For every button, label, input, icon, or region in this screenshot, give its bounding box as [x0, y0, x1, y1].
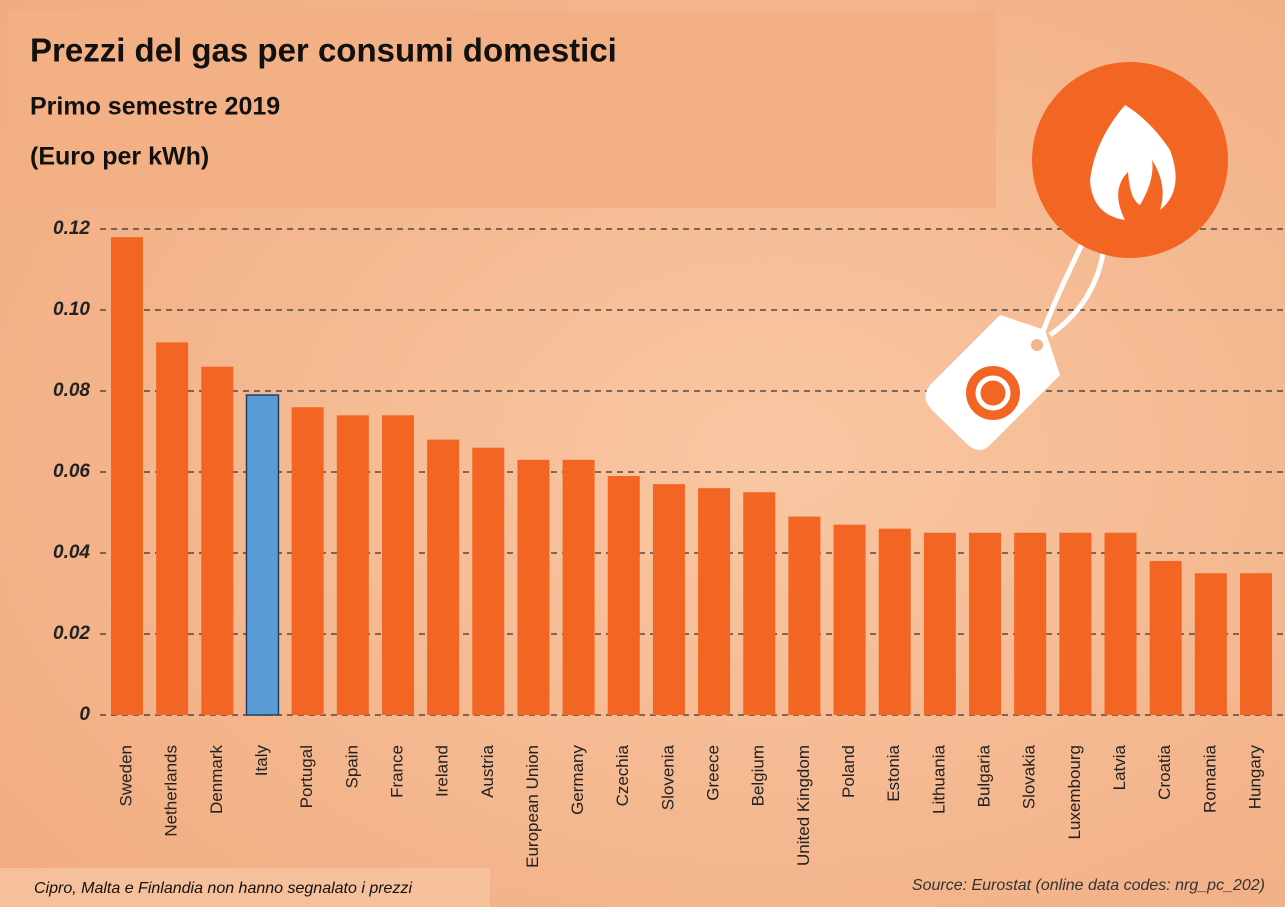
- y-tick-label: 0.02: [53, 623, 90, 644]
- x-tick-label: Italy: [252, 745, 271, 777]
- x-tick-label: European Union: [523, 745, 542, 868]
- bar: [1195, 573, 1227, 715]
- chart-title: Prezzi del gas per consumi domestici: [30, 32, 617, 69]
- bar: [924, 533, 956, 715]
- x-tick-label: United Kingdom: [794, 745, 813, 866]
- y-tick-label: 0.08: [53, 380, 90, 401]
- bar: [1059, 533, 1091, 715]
- bar: [698, 488, 730, 715]
- y-tick-label: 0.06: [53, 461, 90, 482]
- x-tick-label: Ireland: [433, 745, 452, 797]
- x-tick-label: Sweden: [116, 745, 135, 806]
- bar: [427, 440, 459, 715]
- bar: [337, 415, 369, 715]
- y-tick-label: 0.04: [53, 542, 90, 563]
- x-tick-label: Austria: [478, 744, 497, 797]
- source: Source: Eurostat (online data codes: nrg…: [912, 877, 1265, 894]
- x-tick-label: Germany: [568, 745, 587, 815]
- bar: [156, 342, 188, 715]
- x-tick-label: Denmark: [207, 745, 226, 814]
- y-tick-label: 0.10: [53, 299, 90, 320]
- footnote: Cipro, Malta e Finlandia non hanno segna…: [34, 880, 412, 897]
- bar: [111, 237, 143, 715]
- bar: [382, 415, 414, 715]
- bar: [1150, 561, 1182, 715]
- x-tick-label: France: [387, 745, 406, 798]
- bar: [608, 476, 640, 715]
- x-tick-label: Hungary: [1245, 745, 1264, 810]
- bar: [472, 448, 504, 715]
- bar: [517, 460, 549, 715]
- bar: [1240, 573, 1272, 715]
- x-tick-label: Slovakia: [1020, 744, 1039, 809]
- bar: [1014, 533, 1046, 715]
- x-tick-label: Luxembourg: [1065, 745, 1084, 840]
- x-tick-label: Spain: [342, 745, 361, 788]
- unit-label: (Euro per kWh): [30, 143, 209, 171]
- x-tick-label: Netherlands: [162, 745, 181, 837]
- x-tick-label: Portugal: [297, 745, 316, 808]
- x-tick-label: Belgium: [749, 745, 768, 806]
- bar: [788, 517, 820, 715]
- x-tick-label: Lithuania: [929, 744, 948, 814]
- y-tick-label: 0: [79, 704, 90, 725]
- x-tick-label: Romania: [1200, 744, 1219, 813]
- chart: Prezzi del gas per consumi domestici Pri…: [0, 0, 1285, 907]
- x-tick-label: Croatia: [1155, 744, 1174, 799]
- x-tick-label: Bulgaria: [975, 744, 994, 807]
- x-tick-label: Latvia: [1110, 744, 1129, 790]
- bar: [969, 533, 1001, 715]
- bar: [653, 484, 685, 715]
- x-tick-label: Czechia: [613, 744, 632, 806]
- x-tick-label: Greece: [704, 745, 723, 801]
- y-tick-label: 0.12: [53, 218, 90, 239]
- bar: [834, 525, 866, 715]
- chart-subtitle: Primo semestre 2019: [30, 93, 280, 121]
- bar: [1105, 533, 1137, 715]
- bar: [879, 529, 911, 715]
- bar: [743, 492, 775, 715]
- bar: [246, 395, 278, 715]
- bar: [201, 367, 233, 715]
- bar: [292, 407, 324, 715]
- bar: [563, 460, 595, 715]
- x-tick-label: Slovenia: [658, 744, 677, 810]
- x-tick-label: Poland: [839, 745, 858, 798]
- x-tick-label: Estonia: [884, 744, 903, 801]
